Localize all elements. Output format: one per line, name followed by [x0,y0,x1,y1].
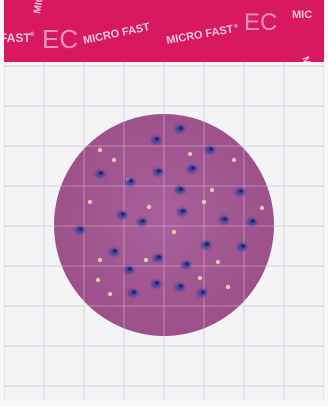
colony-core [204,242,210,246]
colony-core [112,249,118,253]
pale-colony [197,275,203,281]
colony-core [184,262,190,266]
pale-colony [107,291,113,297]
banner-code-left: EC [42,24,78,54]
colony-core [222,217,228,221]
pale-colony [171,229,177,235]
colony-core [128,179,134,183]
pale-colony [187,151,193,157]
pale-colony [231,157,237,163]
colony-core [78,227,84,231]
pale-colony [215,259,221,265]
pale-colony [146,204,152,210]
colony-core [127,267,133,271]
banner-fragment-right-vertical: MIC [299,55,316,62]
colony-core [208,147,214,151]
pale-colony [87,199,93,205]
banner-graphic: FAST ® EC MICRO FAST MICRO FAST ® EC MIC… [4,0,324,62]
colony-core [238,189,244,193]
colony-core [178,284,184,288]
colony-core [154,137,160,141]
pale-colony [143,257,149,263]
colony-core [200,290,206,294]
colony-core [250,219,256,223]
colony-core [154,281,160,285]
pale-colony [225,284,231,290]
colony-core [156,255,162,259]
banner-fragment-top: MIC [32,0,46,15]
colony-core [140,219,146,223]
banner-fragment-right: MIC [292,9,312,21]
colony-core [131,290,137,294]
blue-colonies [75,125,257,297]
colony-core [180,209,186,213]
product-banner: FAST ® EC MICRO FAST MICRO FAST ® EC MIC… [4,0,324,62]
banner-fragment-left: FAST [4,31,31,45]
banner-background [4,0,324,62]
pale-colony [111,157,117,163]
colony-core [98,171,104,175]
plate-area [4,62,324,400]
pale-colony [259,205,265,211]
colony-core [120,212,126,216]
banner-reg-mark-right: ® [234,23,238,30]
pale-colony [97,257,103,263]
banner-reg-mark-left: ® [30,31,35,38]
banner-code-right: EC [244,9,277,36]
pale-colony [97,147,103,153]
colony-core [178,126,184,130]
pale-colony [209,187,215,193]
colony-core [178,187,184,191]
pale-colony [201,199,207,205]
colony-core [190,166,196,170]
colony-core [240,244,246,248]
colony-core [156,169,162,173]
pale-colony [95,277,101,283]
